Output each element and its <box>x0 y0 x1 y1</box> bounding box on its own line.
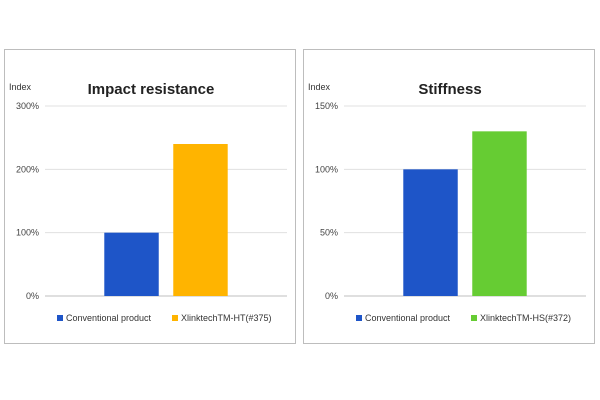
stiffness-chart: Stiffness Index 0% 50% 100% 150% Conventiona… <box>308 81 586 323</box>
y-tick-label: 200% <box>16 164 39 174</box>
legend-label: XlinktechTM-HT(#375) <box>181 313 272 323</box>
stiffness-chart-panel: Stiffness Index 0% 50% 100% 150% Conventiona… <box>303 49 595 344</box>
legend-label: XlinktechTM-HS(#372) <box>480 313 571 323</box>
y-tick-label: 50% <box>320 228 338 238</box>
bar-1 <box>104 232 159 296</box>
y-axis-label: Index <box>308 82 331 92</box>
impact-resistance-chart-panel: Impact resistance Index 0% 100% 200% 300% Co… <box>4 49 296 344</box>
legend-label: Conventional product <box>66 313 152 323</box>
y-tick-label: 100% <box>16 228 39 238</box>
legend-swatch <box>471 315 477 321</box>
bar-2 <box>173 144 228 296</box>
legend-label: Conventional product <box>365 313 451 323</box>
bar-2 <box>472 131 527 296</box>
y-tick-label: 0% <box>26 291 39 301</box>
chart-title: Stiffness <box>418 81 481 98</box>
legend-swatch <box>172 315 178 321</box>
legend-swatch <box>57 315 63 321</box>
chart-title: Impact resistance <box>88 81 215 98</box>
y-tick-label: 300% <box>16 101 39 111</box>
y-axis-label: Index <box>9 82 32 92</box>
y-tick-label: 100% <box>315 164 338 174</box>
legend-swatch <box>356 315 362 321</box>
y-tick-label: 0% <box>325 291 338 301</box>
impact-resistance-chart: Impact resistance Index 0% 100% 200% 300% Co… <box>9 81 287 323</box>
bar-1 <box>403 169 458 296</box>
y-tick-label: 150% <box>315 101 338 111</box>
